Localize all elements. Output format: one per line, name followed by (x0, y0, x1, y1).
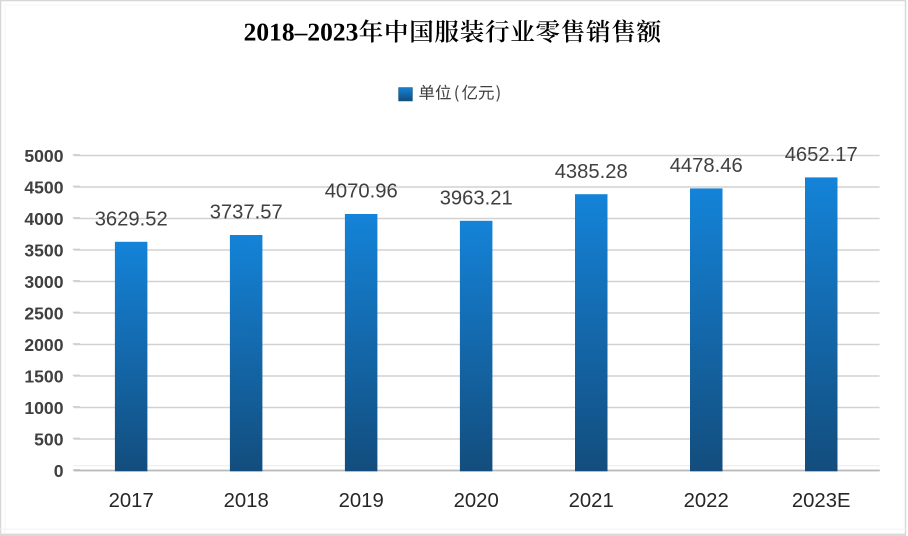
svg-text:2000: 2000 (24, 335, 63, 355)
svg-text:3737.57: 3737.57 (210, 202, 283, 224)
svg-text:3629.52: 3629.52 (95, 208, 168, 230)
svg-text:2022: 2022 (684, 490, 729, 512)
svg-text:4500: 4500 (24, 177, 63, 197)
svg-text:2023E: 2023E (792, 490, 851, 512)
svg-text:3000: 3000 (24, 272, 63, 292)
svg-text:4652.17: 4652.17 (785, 144, 858, 166)
svg-text:500: 500 (34, 429, 64, 449)
svg-text:4478.46: 4478.46 (670, 155, 743, 177)
svg-text:4385.28: 4385.28 (555, 161, 628, 183)
svg-text:2020: 2020 (454, 490, 499, 512)
svg-text:2017: 2017 (109, 490, 154, 512)
svg-text:4000: 4000 (24, 209, 63, 229)
svg-text:3500: 3500 (24, 240, 63, 260)
svg-text:5000: 5000 (24, 146, 63, 166)
svg-text:1500: 1500 (24, 366, 63, 386)
svg-text:2018: 2018 (224, 490, 269, 512)
svg-text:2021: 2021 (569, 490, 614, 512)
svg-text:2500: 2500 (24, 303, 63, 323)
svg-text:0: 0 (54, 461, 64, 481)
svg-text:3963.21: 3963.21 (440, 187, 513, 209)
svg-text:1000: 1000 (24, 398, 63, 418)
svg-text:2019: 2019 (339, 490, 384, 512)
svg-text:4070.96: 4070.96 (325, 181, 398, 203)
